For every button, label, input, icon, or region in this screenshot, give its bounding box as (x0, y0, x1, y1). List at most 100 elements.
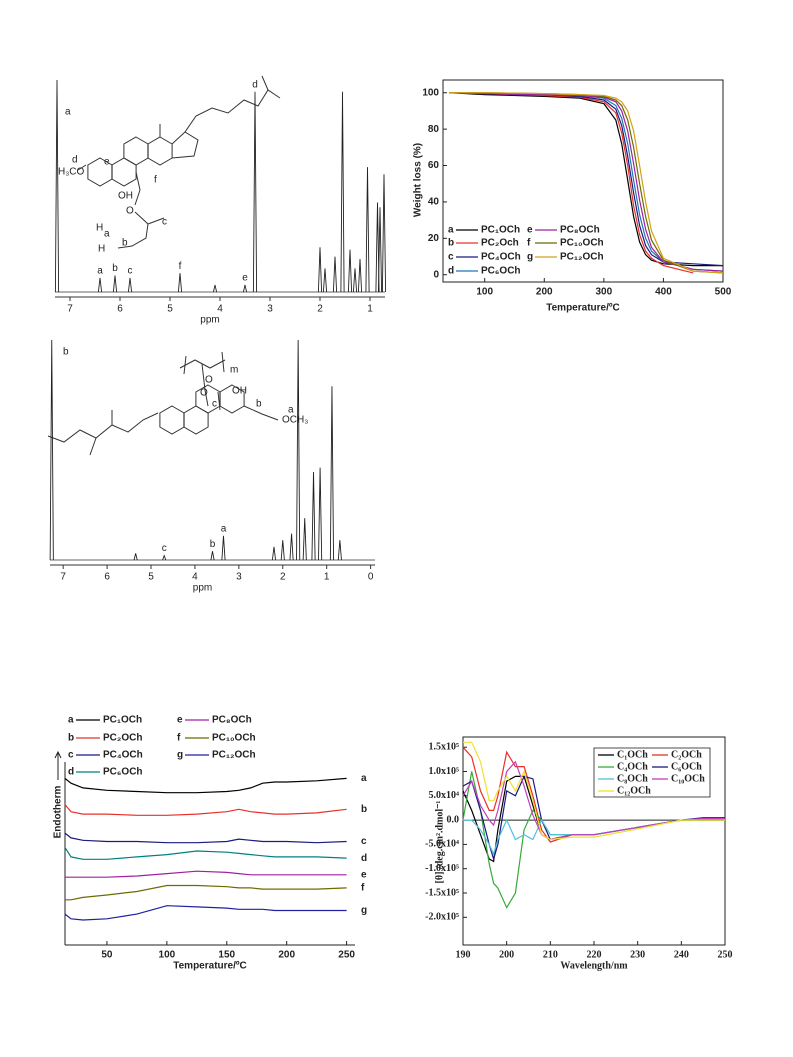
series-end-label: g (361, 905, 367, 916)
structure-label: O (126, 206, 134, 217)
legend-label: C₆OCh (671, 761, 702, 772)
legend-label: PC₁₂OCh (560, 252, 604, 263)
series-line (462, 760, 725, 841)
x-tick-label: 7 (60, 572, 66, 583)
x-tick-label: 220 (587, 949, 602, 960)
structure-label: H₃CO (58, 167, 85, 178)
peak-label: e (242, 273, 248, 284)
structure-label: c (162, 217, 167, 228)
series-line (449, 92, 724, 274)
series-line (64, 804, 347, 816)
legend-label: C₄OCh (617, 761, 648, 772)
legend-letter: c (448, 252, 454, 263)
chart: 50 100 150 200 250 Temperature/ºC Endotherm a PC… (53, 715, 367, 972)
structure-bond (171, 131, 199, 159)
peak (210, 551, 215, 561)
peak (322, 268, 328, 293)
y-tick-label: 40 (428, 197, 440, 208)
peak (332, 256, 338, 293)
legend-letter: c (68, 750, 74, 761)
peak (289, 533, 294, 561)
panel-label: b (63, 347, 69, 358)
chart: 190 200 210 220 230 240 250 1.5x10⁵ 1.0x10⁵ 5.0x1… (425, 736, 733, 971)
peak (377, 207, 383, 293)
legend-letter: b (68, 733, 74, 744)
x-tick-label: 200 (499, 949, 514, 960)
x-tick-label: 250 (718, 949, 733, 960)
structure-label: a (288, 405, 294, 416)
legend-letter: f (527, 238, 531, 249)
x-tick-label: 6 (104, 572, 110, 583)
peak (280, 540, 285, 561)
y-tick-label: -2.0x10⁵ (425, 912, 459, 923)
structures (47, 75, 281, 456)
peak (242, 284, 248, 293)
legend-letter: g (177, 750, 183, 761)
structure-label: b (122, 238, 128, 249)
y-tick-label: 20 (428, 233, 440, 244)
legend-label: C₈OCh (617, 773, 648, 784)
series-line (64, 905, 347, 921)
x-axis-label: ppm (193, 583, 212, 594)
legend-label: PC₄OCh (481, 252, 521, 263)
legend-letter: b (448, 238, 454, 249)
structure-label: e (104, 157, 110, 168)
structure-label: b (256, 399, 262, 410)
x-tick-label: 3 (267, 304, 273, 315)
chart: 100 200 300 400 500 0 20 40 60 80 100 Temperature/º… (413, 79, 732, 314)
legend-label: PC₈OCh (560, 225, 600, 236)
structure-label: OH (232, 386, 247, 397)
peak (54, 79, 60, 293)
structure-label: a (104, 229, 110, 240)
series-line (64, 832, 347, 844)
series-line (64, 847, 347, 860)
structure-label: O (200, 388, 208, 399)
x-tick-label: 50 (101, 950, 113, 961)
structure-bond (89, 437, 97, 456)
structure-bond (184, 89, 281, 133)
structure-bond (77, 164, 87, 171)
peak (352, 268, 358, 293)
structure-label: m (230, 365, 238, 376)
structure-ring (219, 384, 245, 414)
peak (340, 91, 345, 293)
x-tick-label: 4 (192, 572, 198, 583)
legend-letter: d (68, 767, 74, 778)
y-tick-label: 0.0 (447, 814, 460, 825)
y-tick-label: -1.0x10⁵ (425, 863, 459, 874)
y-axis-label: [θ] /deg.cm².dmol⁻¹ (434, 801, 445, 884)
series-end-label: a (361, 773, 367, 784)
y-tick-label: 0 (433, 269, 439, 280)
x-axis-label: Temperature/ºC (173, 961, 247, 972)
y-tick-label: 5.0x10⁴ (429, 790, 460, 801)
x-tick-label: 6 (117, 304, 123, 315)
y-tick-label: 60 (428, 160, 440, 171)
x-tick-label: 240 (674, 949, 689, 960)
peak (329, 386, 335, 561)
x-axis-label: Temperature/ºC (546, 303, 620, 314)
legend-letter: f (177, 733, 181, 744)
peak-label: d (252, 79, 258, 90)
panel-label: a (65, 107, 71, 118)
x-tick-label: 1 (324, 572, 330, 583)
structure-label: H (98, 244, 105, 255)
legend-letter: g (527, 252, 533, 263)
legend-letter: d (448, 266, 454, 277)
legend-letter: a (68, 715, 74, 726)
y-axis-label: Weight loss (%) (413, 143, 424, 217)
series-end-label: f (361, 883, 365, 894)
endotherm-arrow (54, 750, 62, 780)
peak-label: a (221, 523, 227, 534)
legend-label: PC₁₂OCh (212, 750, 256, 761)
peak (221, 535, 226, 561)
x-tick-label: 0 (368, 572, 374, 583)
x-tick-label: 3 (236, 572, 242, 583)
series-line (64, 777, 347, 794)
legend-label: PC₂OCh (103, 733, 142, 744)
legend-letter: a (448, 225, 454, 236)
legend-label: C₁OCh (617, 749, 648, 760)
